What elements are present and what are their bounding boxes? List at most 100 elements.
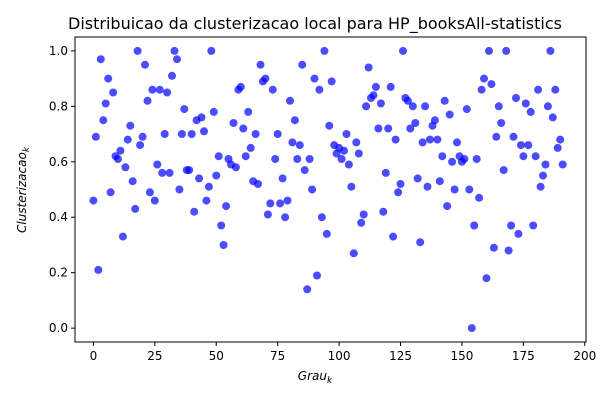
data-point (416, 238, 425, 247)
data-point (131, 204, 140, 213)
data-point (305, 155, 314, 163)
data-point (413, 174, 422, 183)
data-point (281, 213, 290, 222)
data-point (322, 229, 331, 238)
data-point (460, 155, 469, 163)
data-point (123, 135, 132, 144)
x-tick-label: 100 (328, 349, 351, 363)
data-point (254, 180, 262, 188)
data-point (394, 188, 403, 197)
data-point (104, 74, 113, 83)
data-point (168, 71, 176, 80)
data-point (534, 85, 543, 94)
data-point (89, 196, 98, 205)
data-point (266, 199, 275, 208)
data-point (286, 96, 294, 105)
data-point (539, 171, 547, 180)
data-point (204, 182, 213, 191)
data-point (138, 132, 147, 141)
data-point (209, 107, 218, 116)
data-point (421, 102, 430, 111)
data-point (300, 166, 309, 175)
x-tick-label: 25 (147, 349, 162, 363)
data-point (546, 46, 555, 55)
data-point (543, 102, 552, 111)
data-point (516, 141, 525, 150)
data-point (271, 155, 280, 163)
y-tick-label: 0.6 (49, 155, 68, 169)
data-point (551, 85, 560, 94)
data-point (246, 143, 255, 152)
data-point (320, 46, 329, 55)
data-point (386, 82, 395, 91)
data-point (435, 177, 444, 186)
data-point (200, 127, 208, 136)
data-point (325, 121, 334, 130)
data-point (384, 124, 393, 133)
data-point (310, 74, 319, 83)
data-point (197, 113, 206, 122)
y-tick-label: 0.4 (49, 210, 68, 224)
data-point (529, 221, 538, 230)
data-point (450, 185, 459, 194)
data-point (519, 152, 528, 161)
data-point (229, 119, 238, 127)
y-tick-label: 0.8 (49, 99, 68, 113)
data-point (263, 210, 272, 219)
data-point (489, 243, 498, 252)
data-point (396, 180, 405, 188)
data-point (453, 138, 461, 147)
data-point (487, 80, 496, 89)
data-point (244, 107, 253, 116)
data-point (180, 105, 189, 114)
data-point (143, 96, 152, 105)
data-point (374, 124, 383, 133)
data-point (212, 171, 221, 180)
data-point (114, 155, 122, 163)
data-point (283, 196, 292, 205)
data-point (502, 46, 511, 55)
data-point (273, 130, 282, 138)
data-point (136, 141, 145, 150)
x-tick-label: 125 (389, 349, 412, 363)
data-point (406, 124, 415, 133)
chart-title: Distribuicao da clusterizacao local para… (68, 14, 562, 34)
data-point (231, 163, 240, 172)
data-point (222, 202, 231, 211)
data-point (101, 99, 110, 108)
data-point (381, 168, 390, 177)
data-point (91, 132, 100, 141)
data-point (352, 138, 361, 147)
data-point (443, 202, 452, 211)
data-point (492, 132, 501, 141)
data-point (190, 207, 199, 216)
y-axis: 0.0 0.2 0.4 0.6 0.8 1.0 (49, 44, 75, 335)
data-point (347, 182, 356, 191)
data-point (236, 82, 245, 91)
data-point (153, 160, 162, 169)
data-point (288, 138, 297, 147)
data-point (126, 121, 135, 130)
data-point (556, 135, 565, 144)
plot-frame (74, 36, 587, 343)
data-point (239, 124, 248, 133)
data-point (526, 107, 535, 116)
data-point (536, 182, 545, 191)
data-point (362, 102, 371, 111)
data-point (298, 60, 307, 69)
data-point (109, 88, 118, 97)
data-point (116, 146, 125, 155)
data-point (514, 229, 523, 238)
data-point (121, 163, 130, 172)
data-point (295, 141, 304, 150)
data-point (364, 63, 373, 72)
x-axis: 0 25 50 75 100 125 150 175 200 (90, 342, 596, 363)
y-axis-label: Clusterizacaok (15, 146, 32, 233)
data-point (521, 99, 530, 108)
data-point (541, 160, 550, 169)
data-point (303, 285, 312, 294)
data-point (217, 221, 226, 230)
data-point (94, 265, 103, 274)
data-point (185, 166, 194, 175)
data-point (408, 102, 417, 111)
